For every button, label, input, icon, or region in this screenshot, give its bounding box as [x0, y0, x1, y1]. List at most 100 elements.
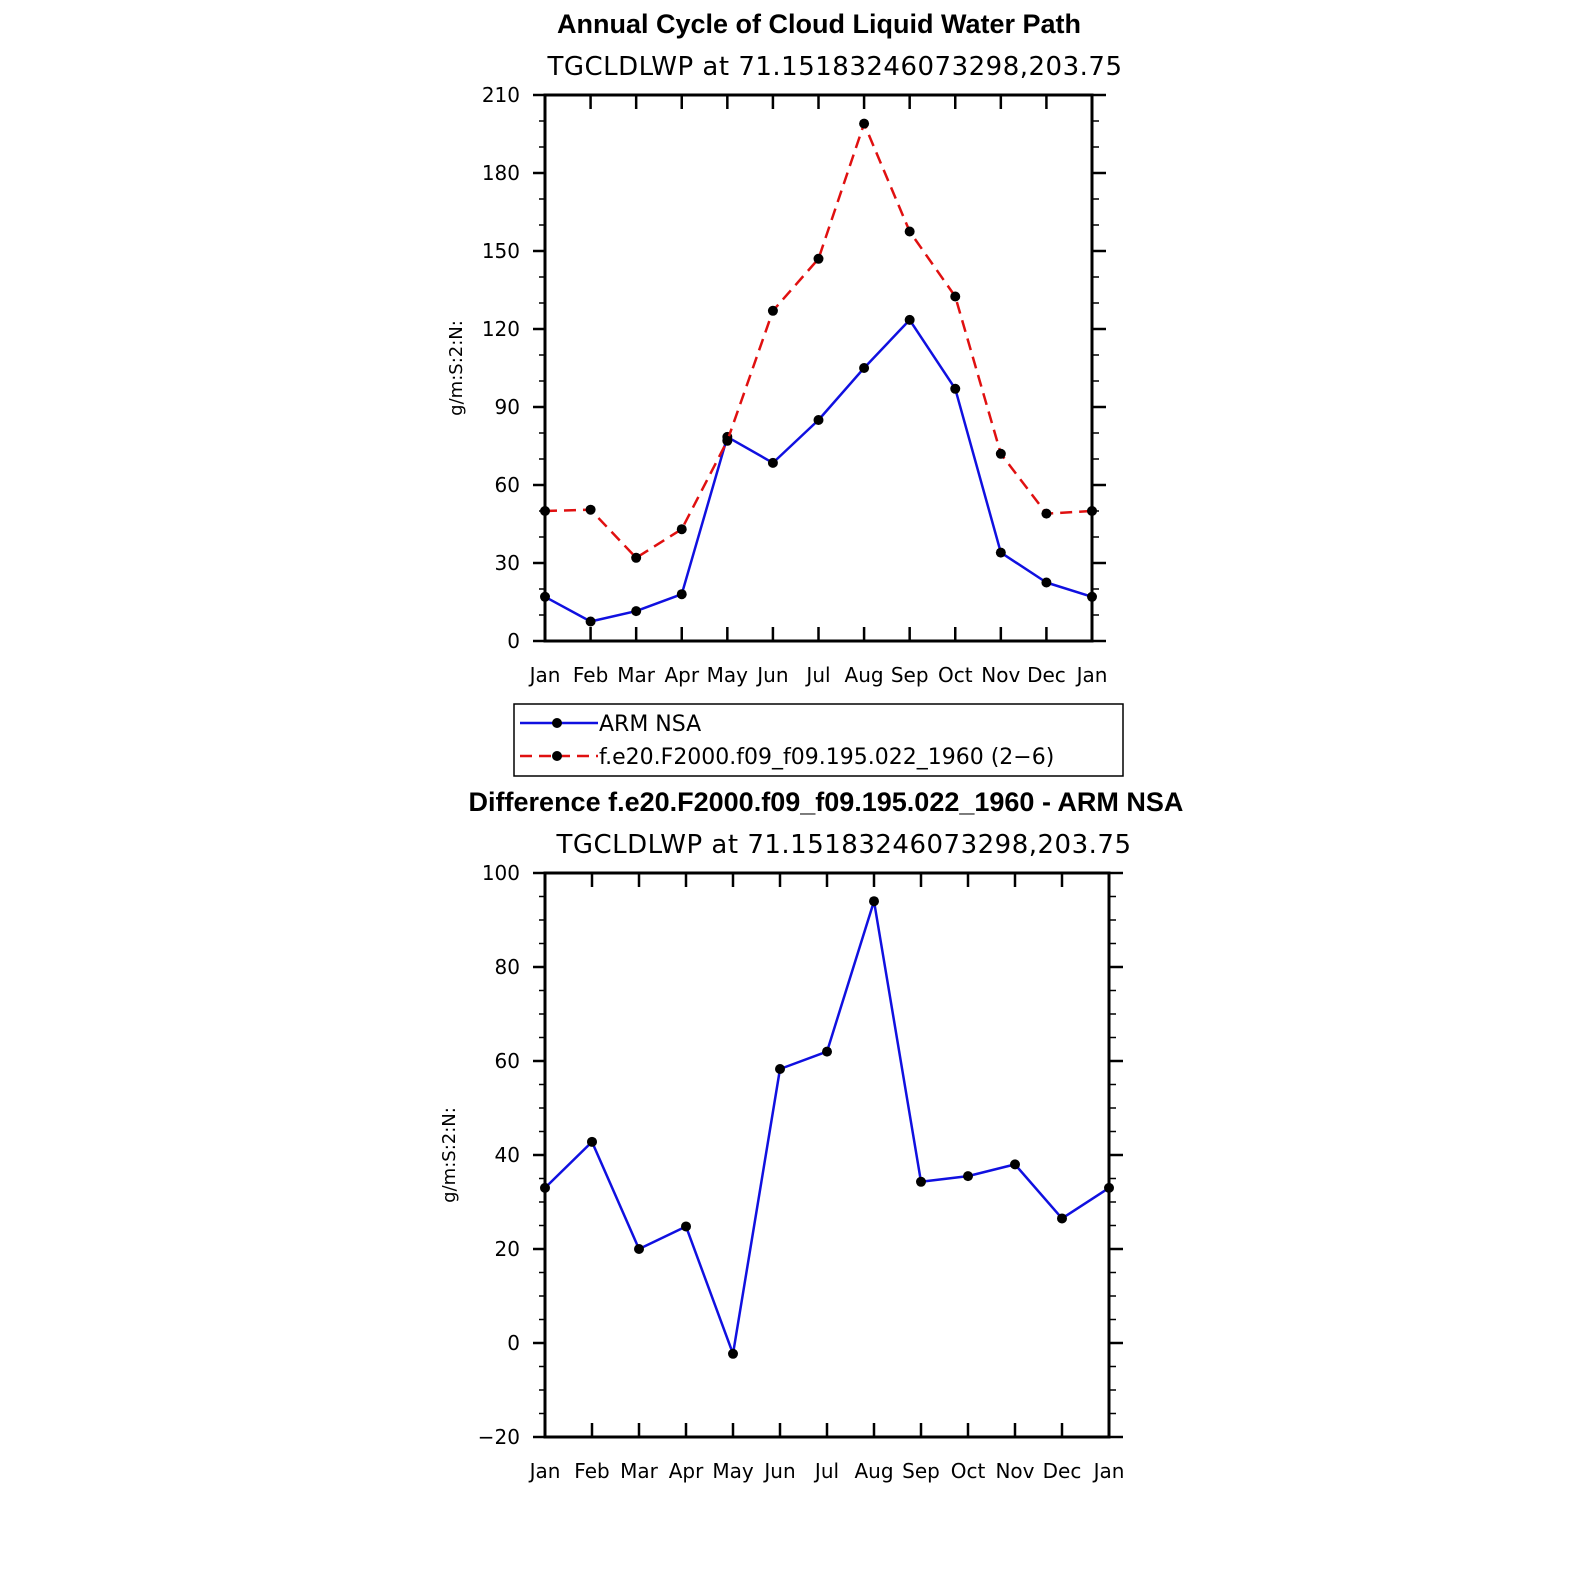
top-x-tick-label: Jun — [755, 663, 788, 687]
bottom-plot-frame — [543, 871, 1111, 1439]
top-series-1-point — [631, 552, 642, 563]
top-axis-ticks: Jan Feb Mar Apr May Jun Jul Aug Sep Oct Nov Dec Jan 0… — [482, 83, 1108, 687]
top-series-1-point — [950, 291, 961, 302]
top-x-tick-label: Jan — [1075, 663, 1108, 687]
bottom-series-0-point — [1057, 1213, 1067, 1224]
top-y-tick-label: 90 — [495, 395, 520, 419]
bottom-series-0-point — [540, 1182, 550, 1193]
top-panel: Annual Cycle of Cloud Liquid Water Path … — [446, 9, 1124, 777]
top-series-1-point — [904, 226, 915, 237]
top-x-tick-label: Apr — [664, 663, 699, 687]
top-chart-title: Annual Cycle of Cloud Liquid Water Path — [557, 9, 1081, 39]
legend-label-arm-nsa: ARM NSA — [599, 712, 701, 737]
bottom-series-0-point — [587, 1136, 597, 1147]
legend-label-model: f.e20.F2000.f09_f09.195.022_1960 (2−6) — [599, 745, 1054, 770]
top-series-0-point — [676, 589, 687, 600]
bottom-chart-title: Difference f.e20.F2000.f09_f09.195.022_1… — [469, 787, 1184, 817]
bottom-series-0-point — [775, 1063, 785, 1074]
bottom-series-0-point — [916, 1176, 926, 1187]
top-legend: ARM NSA f.e20.F2000.f09_f09.195.022_1960… — [513, 703, 1124, 777]
bottom-series-0-point — [634, 1244, 644, 1254]
top-series-1-point — [1087, 506, 1097, 516]
top-series-1-point — [767, 305, 778, 316]
top-series-1-point — [585, 504, 596, 515]
top-series-0-point — [631, 606, 642, 617]
top-y-tick-label: 30 — [495, 551, 520, 575]
top-x-tick-label: Oct — [938, 663, 973, 687]
top-series-1-point — [813, 253, 824, 264]
bottom-y-tick-label: 80 — [495, 955, 520, 979]
bottom-series-0-point — [869, 896, 879, 907]
bottom-series-0-line — [544, 899, 1110, 1356]
bottom-x-tick-label: Jun — [762, 1459, 795, 1483]
bottom-series-0-point — [822, 1046, 832, 1057]
bottom-x-tick-label: Jul — [813, 1459, 839, 1483]
bottom-x-tick-label: Nov — [995, 1459, 1034, 1483]
legend-box — [513, 703, 1124, 777]
top-series-0-point — [767, 457, 778, 468]
top-x-tick-label: May — [707, 663, 749, 687]
top-series-1-point — [722, 435, 733, 446]
top-series-0-point — [995, 547, 1006, 558]
bottom-series-0-point — [728, 1348, 738, 1359]
bottom-y-tick-label: 60 — [495, 1049, 520, 1073]
bottom-x-tick-label: Aug — [854, 1459, 893, 1483]
top-y-tick-label: 150 — [482, 239, 520, 263]
top-x-tick-label: Dec — [1027, 663, 1066, 687]
top-chart-subtitle: TGCLDLWP at 71.15183246073298,203.75 — [546, 52, 1122, 82]
bottom-x-tick-label: May — [712, 1459, 754, 1483]
bottom-y-axis-label: g/m:S:2:N: — [439, 1107, 460, 1203]
bottom-axis-ticks: Jan Feb Mar Apr May Jun Jul Aug Sep Oct Nov Dec Jan−… — [478, 861, 1125, 1483]
legend-entry-arm-nsa: ARM NSA — [520, 712, 701, 737]
legend-entry-model: f.e20.F2000.f09_f09.195.022_1960 (2−6) — [520, 745, 1054, 770]
top-x-tick-label: Feb — [573, 663, 608, 687]
bottom-panel: Difference f.e20.F2000.f09_f09.195.022_1… — [439, 787, 1183, 1483]
top-x-tick-label: Aug — [845, 663, 884, 687]
top-series-0-point — [1041, 577, 1052, 588]
bottom-y-tick-label: −20 — [478, 1425, 520, 1449]
top-series-1-point — [1041, 508, 1052, 519]
bottom-y-tick-label: 100 — [482, 861, 520, 885]
top-series-0-point — [950, 383, 961, 394]
top-series-0-point — [1087, 591, 1097, 602]
bottom-x-tick-label: Jan — [528, 1459, 561, 1483]
top-series-0-point — [904, 314, 915, 325]
top-series-0-point — [813, 415, 824, 425]
top-series-0-point — [585, 616, 596, 627]
bottom-x-tick-label: Dec — [1043, 1459, 1082, 1483]
top-series-1-point — [676, 524, 687, 535]
top-series-1-line — [544, 122, 1093, 560]
bottom-series-group — [540, 896, 1114, 1359]
bottom-x-tick-label: Apr — [669, 1459, 704, 1483]
top-y-tick-label: 0 — [507, 629, 520, 653]
bottom-series-0-point — [1010, 1159, 1020, 1170]
top-y-tick-label: 180 — [482, 161, 520, 185]
bottom-y-tick-label: 0 — [507, 1331, 520, 1355]
bottom-y-tick-label: 40 — [495, 1143, 520, 1167]
top-x-tick-label: Jan — [528, 663, 561, 687]
top-series-1-point — [995, 448, 1006, 459]
top-series-1-point — [859, 118, 870, 129]
top-series-0-line — [544, 318, 1093, 623]
top-x-tick-label: Nov — [981, 663, 1020, 687]
top-x-tick-label: Jul — [804, 663, 830, 687]
top-y-tick-label: 60 — [495, 473, 520, 497]
top-x-tick-label: Sep — [891, 663, 929, 687]
bottom-chart-subtitle: TGCLDLWP at 71.15183246073298,203.75 — [555, 830, 1131, 860]
top-series-0-point — [859, 363, 870, 373]
legend-marker-arm-nsa — [552, 718, 562, 728]
bottom-x-tick-label: Sep — [902, 1459, 940, 1483]
bottom-x-tick-label: Feb — [574, 1459, 609, 1483]
top-y-axis-label: g/m:S:2:N: — [446, 320, 467, 416]
top-series-0-point — [540, 591, 550, 602]
bottom-series-0-point — [681, 1221, 691, 1232]
top-x-tick-label: Mar — [617, 663, 656, 687]
top-y-tick-label: 120 — [482, 317, 520, 341]
bottom-x-tick-label: Oct — [951, 1459, 986, 1483]
legend-marker-model — [552, 751, 562, 761]
top-series-group — [540, 118, 1097, 627]
bottom-y-tick-label: 20 — [495, 1237, 520, 1261]
bottom-x-tick-label: Mar — [620, 1459, 659, 1483]
bottom-series-0-point — [963, 1171, 973, 1182]
